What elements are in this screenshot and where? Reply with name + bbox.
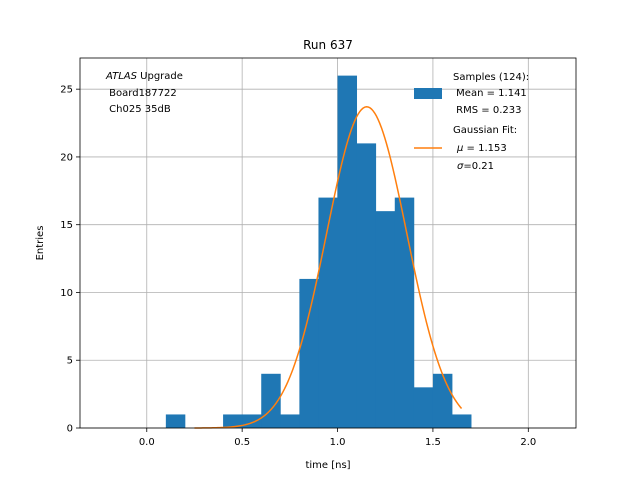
- legend-fit-line-1: Gaussian Fit:: [453, 125, 517, 136]
- legend-sigma-symbol: σ: [457, 161, 464, 172]
- legend: Samples (124): Mean = 1.141 RMS = 0.233 …: [414, 72, 529, 172]
- legend-samples-line-3: RMS = 0.233: [453, 105, 521, 116]
- annotation-box: ATLAS Upgrade Board187722 Ch025 35dB: [105, 71, 183, 115]
- annotation-suffix: Upgrade: [137, 71, 183, 82]
- annotation-experiment: ATLAS: [105, 71, 138, 82]
- y-tick-label-0: 0: [67, 424, 73, 435]
- x-axis-label: time [ns]: [305, 460, 350, 471]
- x-tick-label-2: 1.0: [330, 437, 346, 448]
- histogram-bar-11: [375, 211, 396, 428]
- legend-fit-line-2: μ = 1.153: [456, 143, 507, 154]
- histogram-bar-6: [280, 414, 300, 428]
- legend-mu-value: = 1.153: [463, 143, 506, 154]
- chart-title: Run 637: [303, 38, 353, 52]
- annotation-line-1: ATLAS Upgrade: [105, 71, 183, 82]
- legend-fit-line-3: σ=0.21: [457, 161, 494, 172]
- histogram-bar-4: [242, 414, 262, 428]
- y-tick-label-3: 15: [60, 220, 73, 231]
- y-tick-label-4: 20: [60, 152, 73, 163]
- legend-sigma-value: =0.21: [463, 161, 494, 172]
- legend-samples-line-2: Mean = 1.141: [453, 88, 527, 99]
- x-tick-label-3: 1.5: [425, 437, 441, 448]
- histogram-bar-12: [394, 197, 415, 428]
- y-tick-label-2: 10: [60, 288, 73, 299]
- histogram-bar-14: [432, 373, 453, 428]
- histogram-bar-13: [413, 387, 434, 428]
- x-axis-ticks: 0.0 0.5 1.0 1.5 2.0: [139, 428, 536, 448]
- histogram-bar-8: [318, 197, 338, 428]
- y-axis-ticks: 0 5 10 15 20 25: [60, 85, 80, 435]
- y-tick-label-1: 5: [67, 356, 73, 367]
- histogram-bar-3: [223, 414, 243, 428]
- histogram-bar-15: [452, 414, 472, 428]
- plot-frame: [79, 57, 577, 429]
- y-tick-label-5: 25: [60, 85, 73, 96]
- annotation-line-3: Ch025 35dB: [106, 104, 171, 115]
- gaussian-fit-curve: [194, 106, 463, 429]
- histogram-bar-10: [356, 143, 377, 428]
- y-axis-label: Entries: [35, 226, 46, 261]
- x-tick-label-4: 2.0: [520, 437, 536, 448]
- histogram-bar-0: [165, 414, 186, 428]
- annotation-line-2: Board187722: [106, 88, 177, 99]
- legend-mu-symbol: μ: [456, 143, 463, 154]
- x-tick-label-1: 0.5: [234, 437, 250, 448]
- legend-samples-swatch: [414, 88, 442, 99]
- histogram-bar-9: [337, 75, 358, 428]
- x-tick-label-0: 0.0: [139, 437, 155, 448]
- legend-samples-line-1: Samples (124):: [453, 72, 529, 83]
- histogram-bar-7: [299, 278, 319, 428]
